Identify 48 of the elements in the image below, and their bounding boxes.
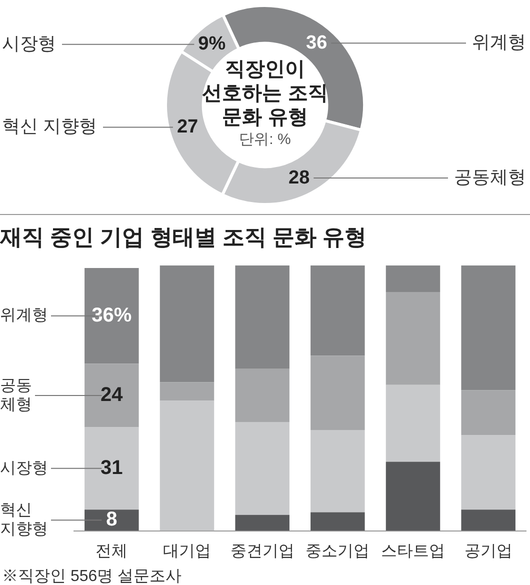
- x-tick-label: 공기업: [464, 542, 512, 560]
- x-tick-label: 대기업: [163, 542, 211, 560]
- data-label: 36: [306, 32, 328, 54]
- bar: [461, 435, 516, 510]
- bar: [235, 422, 290, 515]
- bar: [386, 265, 440, 292]
- bar: [235, 514, 290, 531]
- x-tick-label: 전체: [96, 542, 128, 560]
- text: ※직장인 556명 설문조사: [1, 567, 183, 585]
- data-label: 8: [106, 508, 118, 531]
- text: 시장형: [0, 460, 48, 477]
- slice-label: 공동체형: [454, 167, 526, 188]
- bar: [310, 265, 365, 356]
- chart-title: 재직 중인 기업 형태별 조직 문화 유형: [0, 224, 367, 250]
- text: 직장인이 선호하는 조직 문화 유형: [202, 58, 328, 129]
- bar: [235, 265, 290, 369]
- data-label: 36%: [92, 304, 132, 326]
- bar: [310, 512, 365, 531]
- data-label: 27: [176, 116, 198, 138]
- bar: [386, 292, 440, 385]
- bar: [160, 382, 214, 401]
- bar: [84, 268, 139, 364]
- slice-label: 위계형: [472, 32, 526, 52]
- bar: [310, 356, 365, 430]
- slice-label: 혁신 지향형: [2, 116, 98, 136]
- slice-label: 시장형: [2, 33, 56, 54]
- bar: [461, 265, 516, 390]
- data-label: 28: [288, 167, 310, 188]
- data-label: 31: [100, 456, 123, 479]
- bar: [386, 384, 440, 462]
- bar: [461, 390, 516, 436]
- bar: [235, 368, 290, 422]
- data-label: 9%: [198, 34, 226, 55]
- x-tick-label: 중소기업: [306, 542, 370, 560]
- bar: [160, 400, 214, 531]
- bar: [160, 265, 214, 382]
- data-label: 24: [100, 384, 124, 406]
- x-tick-label: 중견기업: [230, 542, 294, 560]
- text: 단위: %: [239, 131, 291, 148]
- bar: [84, 427, 139, 510]
- bar: [386, 462, 440, 531]
- bar: [310, 430, 365, 512]
- bar: [84, 364, 139, 428]
- x-tick-label: 스타트업: [381, 542, 445, 560]
- text: 위계형: [0, 307, 48, 324]
- text: 공동체형: [0, 377, 32, 414]
- text: 혁신 지향형: [0, 502, 48, 538]
- bar: [461, 510, 516, 531]
